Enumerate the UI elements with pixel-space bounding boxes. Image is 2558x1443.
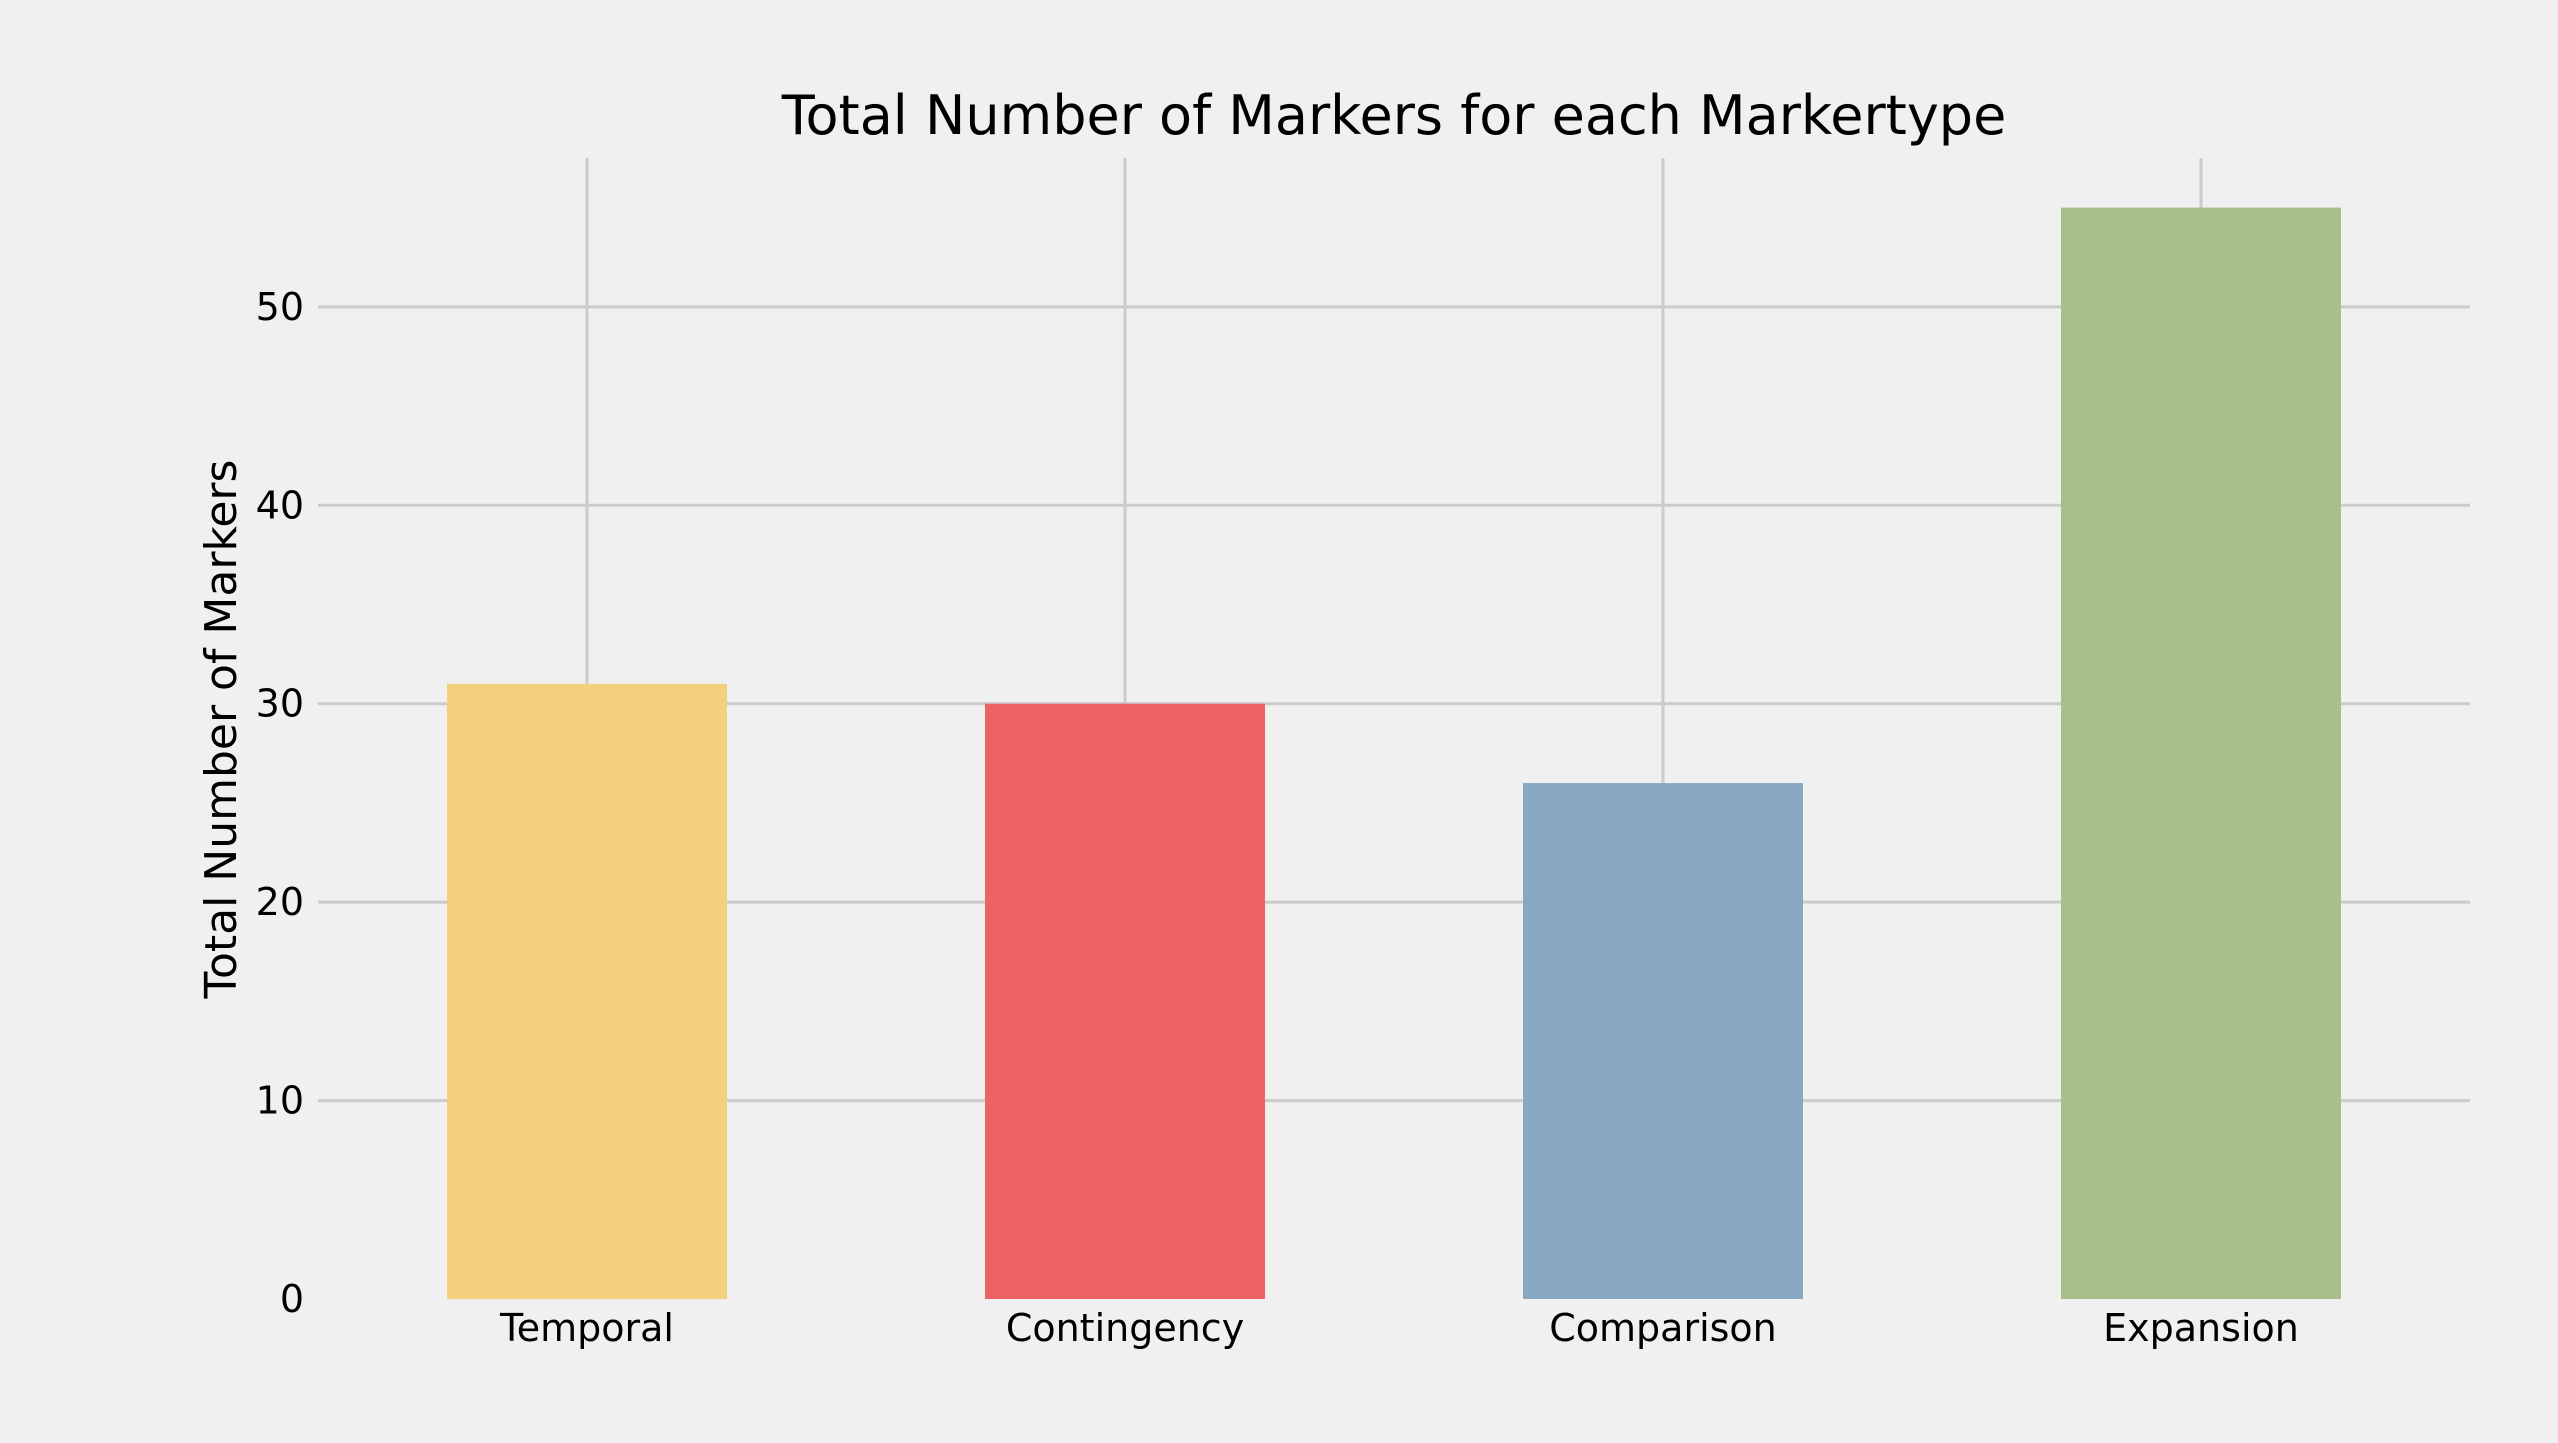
y-axis-label: Total Number of Markers xyxy=(196,460,247,1000)
x-tick-label: Expansion xyxy=(2103,1306,2299,1350)
bars xyxy=(447,207,2341,1300)
bar-temporal xyxy=(447,683,727,1299)
tick-labels: 0 10 20 30 40 50 Temporal Contingency Comparison… xyxy=(256,285,2299,1350)
y-tick-label: 40 xyxy=(256,483,304,527)
y-tick-label: 10 xyxy=(256,1079,304,1123)
x-tick-label: Comparison xyxy=(1549,1306,1777,1350)
bar-comparison xyxy=(1523,783,1803,1299)
bar-expansion xyxy=(2061,207,2341,1300)
chart-title: Total Number of Markers for each Markert… xyxy=(781,84,2007,147)
y-tick-label: 30 xyxy=(256,682,304,726)
x-tick-label: Temporal xyxy=(499,1306,674,1350)
bar-contingency xyxy=(985,703,1265,1299)
y-tick-label: 0 xyxy=(280,1277,304,1321)
x-tick-label: Contingency xyxy=(1006,1306,1244,1350)
y-tick-label: 50 xyxy=(256,285,304,329)
y-tick-label: 20 xyxy=(256,880,304,924)
